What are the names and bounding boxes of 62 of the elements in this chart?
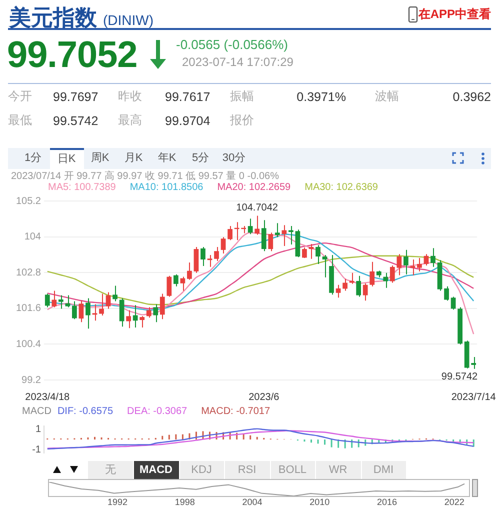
text: 日K <box>50 148 84 169</box>
text: -0.0565 (-0.0566%) <box>176 37 288 53</box>
y-tick-label: 104 <box>24 232 42 243</box>
x-tick-label: 2023/7/14 <box>451 392 496 403</box>
text: DMI <box>361 461 407 479</box>
text: 5分 <box>190 151 210 166</box>
text: MACD <box>134 461 180 479</box>
x-tick-label: 1992 <box>107 496 128 507</box>
x-tick-label: 1998 <box>174 496 195 507</box>
y-tick-label: 105.2 <box>16 196 42 207</box>
text: 1分 <box>23 151 43 166</box>
x-tick-label: 2004 <box>242 496 262 507</box>
text: 0.3962 <box>452 90 491 104</box>
text: 99.7052 <box>7 34 138 77</box>
text: MACD <box>22 406 52 417</box>
y-tick-label: 99.2 <box>22 374 42 386</box>
text: 30分 <box>221 151 247 166</box>
text: 在APP中查看 <box>418 7 491 22</box>
text: DIF: -0.6575 <box>57 406 114 417</box>
text: 99.7697 <box>53 90 98 104</box>
text: MA10: 101.8506 <box>130 182 204 193</box>
annotation: 99.5742 <box>441 372 478 383</box>
text: 年K <box>156 151 178 166</box>
text: MA5: 100.7389 <box>48 182 116 193</box>
text: 波幅 <box>375 89 399 104</box>
x-tick-label: 2016 <box>377 496 398 507</box>
text: 99.5742 <box>53 114 98 128</box>
x-tick-label: 2022 <box>444 496 464 507</box>
annotation: 104.7042 <box>236 202 278 214</box>
y-tick-label: 102.8 <box>16 267 42 278</box>
candlestick <box>288 226 294 246</box>
text: 月K <box>123 151 144 166</box>
y-tick-label: 100.4 <box>16 338 42 350</box>
y-tick-label: 101.6 <box>16 303 42 314</box>
text: 0.3971% <box>296 90 346 104</box>
series-label: MACD: -0.7017 <box>201 406 270 417</box>
text: 周K <box>90 151 110 166</box>
text: 今开 <box>8 89 32 104</box>
text: 最高 <box>118 113 142 128</box>
text: 最低 <box>8 113 32 128</box>
text: 报价 <box>230 113 254 128</box>
text: 无 <box>88 461 134 479</box>
text: RSI <box>224 461 270 479</box>
text: 99.7617 <box>165 90 210 104</box>
text: 振幅 <box>230 89 254 104</box>
text: BOLL <box>270 461 316 479</box>
x-tick-label: 2023/4/18 <box>25 392 70 403</box>
x-tick-label: 2023/6 <box>248 392 280 403</box>
text: DEA: -0.3067 <box>127 406 188 417</box>
text: 2023/07/14 开 99.77 高 99.97 收 99.71 低 99.57 量 0 -0.06% <box>11 171 279 182</box>
text: 99.9704 <box>165 114 210 128</box>
text: 2023-07-14 17:07:29 <box>182 55 294 70</box>
text: (DINIW) <box>103 12 154 28</box>
text: MA30: 102.6369 <box>304 182 378 193</box>
text: 昨收 <box>118 89 142 104</box>
text: 美元指数 <box>9 5 97 30</box>
y-tick-label: 1 <box>35 424 42 435</box>
text: MA20: 102.2659 <box>217 182 291 193</box>
text: WR <box>316 461 362 479</box>
y-tick-label: -1 <box>32 444 42 456</box>
text: KDJ <box>179 461 225 479</box>
x-tick-label: 2010 <box>310 496 330 507</box>
